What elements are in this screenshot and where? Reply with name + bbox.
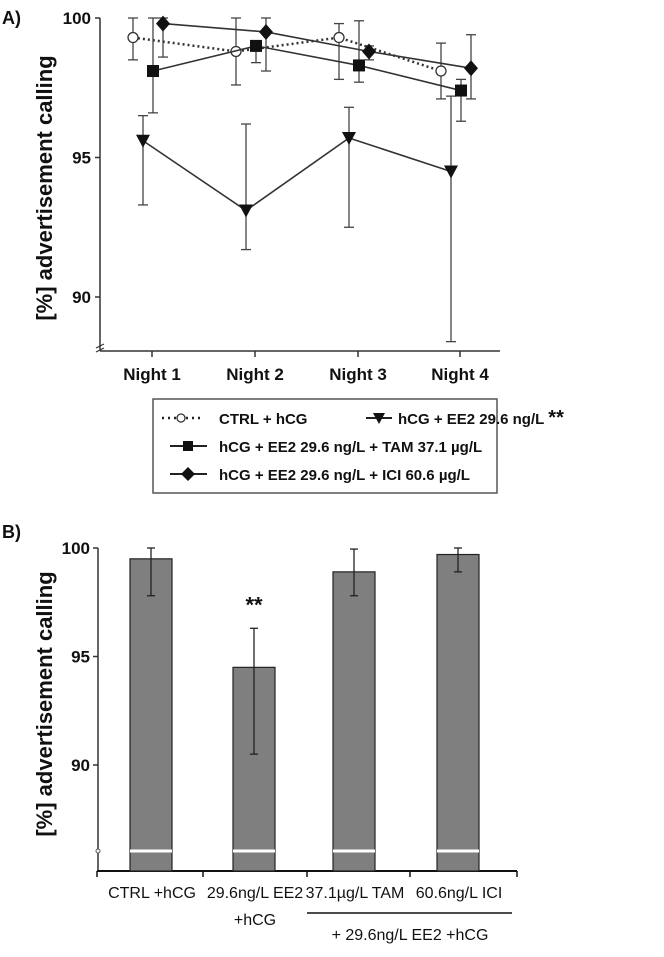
- significance-mark: **: [548, 407, 564, 429]
- data-point-square: [250, 39, 262, 52]
- y-tick-label: 90: [71, 756, 90, 775]
- legend-entry-ee2: hCG + EE2 29.6 ng/L **: [366, 407, 564, 429]
- data-point-diamond: [156, 15, 170, 32]
- data-point-diamond: [362, 43, 376, 60]
- series-open-circle: [127, 17, 447, 100]
- panel-a-legend: CTRL + hCG hCG + EE2 29.6 ng/L ** hCG + E…: [152, 398, 564, 494]
- series-triangle-down: [136, 95, 458, 343]
- panel-a-y-axis-title: [%] advertisement calling: [32, 55, 57, 320]
- x-tick-label: 29.6ng/L EE2: [207, 885, 303, 902]
- x-tick-label: 60.6ng/L ICI: [416, 885, 503, 902]
- group-label: + 29.6ng/L EE2 +hCG: [332, 927, 489, 944]
- series-line: [162, 22, 472, 70]
- axis-break-icon: [95, 343, 105, 353]
- legend-entry-tam: hCG + EE2 29.6 ng/L + TAM 37.1 µg/L: [170, 439, 482, 456]
- bar: [436, 553, 480, 872]
- bar: [332, 571, 376, 872]
- legend-label: hCG + EE2 29.6 ng/L + ICI 60.6 µg/L: [219, 467, 470, 484]
- data-point-triangle: [239, 204, 253, 218]
- x-tick-label: CTRL +hCG: [108, 885, 196, 902]
- series-line: [152, 45, 462, 92]
- legend-label-text: hCG + EE2 29.6 ng/L: [398, 411, 544, 428]
- x-tick-label: Night 2: [226, 365, 284, 384]
- diamond-marker-icon: [181, 467, 195, 481]
- data-point-triangle: [444, 165, 458, 179]
- legend-label: hCG + EE2 29.6 ng/L + TAM 37.1 µg/L: [219, 439, 482, 456]
- square-marker-icon: [183, 441, 193, 451]
- y-tick-label: 90: [72, 288, 91, 307]
- triangle-down-marker-icon: [373, 413, 385, 424]
- series-line: [132, 36, 442, 73]
- y-tick-label: 100: [63, 9, 91, 28]
- legend-label: hCG + EE2 29.6 ng/L **: [398, 407, 564, 429]
- legend-label: CTRL + hCG: [219, 411, 307, 428]
- data-point-square: [147, 65, 159, 78]
- panel-b-y-axis-title: [%] advertisement calling: [32, 571, 57, 836]
- series-diamond: [156, 15, 478, 100]
- x-tick-label: Night 1: [123, 365, 181, 384]
- legend-entry-ici: hCG + EE2 29.6 ng/L + ICI 60.6 µg/L: [170, 467, 470, 484]
- data-point-square: [455, 84, 467, 97]
- legend-box: [152, 398, 498, 494]
- data-point-open-circle: [127, 31, 139, 44]
- data-point-open-circle: [333, 31, 345, 44]
- panel-a-label: A): [2, 8, 21, 28]
- open-circle-marker-icon: [176, 413, 186, 423]
- series-line: [142, 137, 452, 212]
- x-tick-label: Night 4: [431, 365, 489, 384]
- panel-a-line-chart: A) [%] advertisement calling 100 95 90 Nigh…: [2, 8, 564, 494]
- legend-entry-ctrl: CTRL + hCG: [162, 411, 307, 428]
- y-tick-label: 100: [62, 539, 90, 558]
- data-point-open-circle: [435, 65, 447, 77]
- significance-mark: **: [245, 592, 263, 617]
- x-tick-label: +hCG: [234, 912, 276, 929]
- data-point-diamond: [259, 23, 273, 40]
- axis-break-icon: [95, 848, 101, 854]
- y-tick-label: 95: [72, 149, 91, 168]
- x-tick-label: Night 3: [329, 365, 387, 384]
- data-point-triangle: [342, 131, 356, 145]
- x-tick-label: 37.1µg/L TAM: [306, 885, 405, 902]
- y-tick-label: 95: [71, 648, 90, 667]
- data-point-square: [353, 59, 365, 72]
- panel-b-bar-chart: B) [%] advertisement calling 100 95 90 CTR…: [2, 522, 518, 944]
- panel-b-label: B): [2, 522, 21, 542]
- bar: [129, 558, 173, 872]
- data-point-diamond: [464, 60, 478, 77]
- series-square: [147, 17, 467, 122]
- data-point-triangle: [136, 134, 150, 148]
